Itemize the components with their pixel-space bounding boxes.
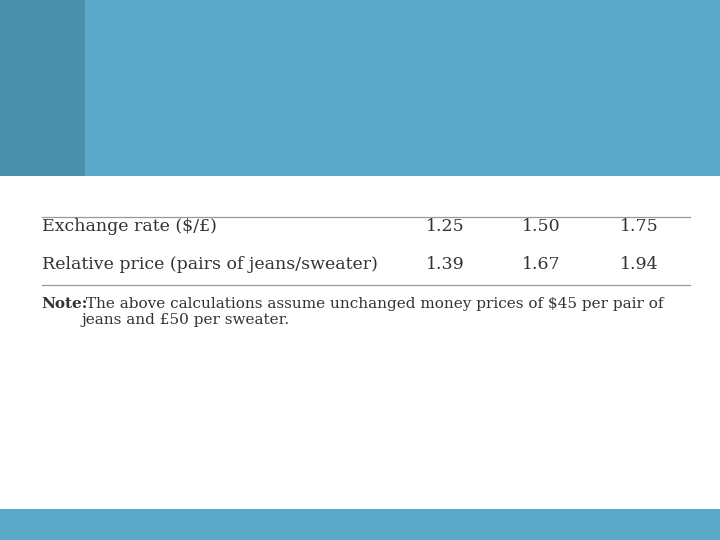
Text: ———: ——— [17, 125, 59, 139]
Text: 1.39: 1.39 [426, 256, 464, 273]
Text: and British Sweaters: and British Sweaters [107, 76, 343, 96]
Text: 1.67: 1.67 [522, 256, 561, 273]
Text: Relative price (pairs of jeans/sweater): Relative price (pairs of jeans/sweater) [42, 256, 377, 273]
Text: Note:: Note: [42, 297, 88, 311]
Text: $: $ [17, 58, 60, 117]
Text: Table 14-2:  $/£ Exchange Rates and the: Table 14-2: $/£ Exchange Rates and the [107, 14, 562, 33]
Text: 1.94: 1.94 [620, 256, 659, 273]
Text: Copyright ©2015 Pearson Education, Inc. All rights reserved.: Copyright ©2015 Pearson Education, Inc. … [16, 519, 356, 529]
Text: Exchange rate ($/£): Exchange rate ($/£) [42, 218, 217, 235]
Text: 1.25: 1.25 [426, 218, 464, 235]
Text: 14-9: 14-9 [679, 519, 704, 529]
Text: 1.75: 1.75 [620, 218, 659, 235]
Text: 1.50: 1.50 [522, 218, 561, 235]
Text: The above calculations assume unchanged money prices of $45 per pair of
jeans an: The above calculations assume unchanged … [81, 297, 664, 327]
Text: Relative Price of American Designer Jeans: Relative Price of American Designer Jean… [107, 45, 585, 65]
